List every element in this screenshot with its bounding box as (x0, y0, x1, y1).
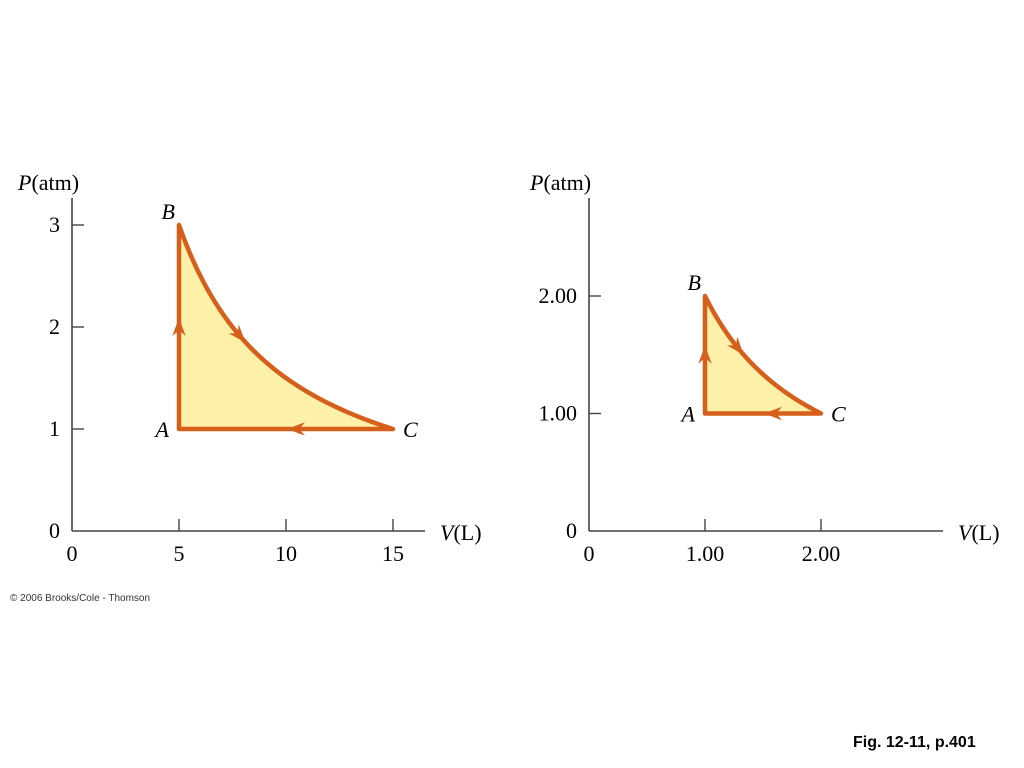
x-tick-label: 0 (67, 541, 78, 566)
x-axis-title: V(L) (440, 520, 482, 545)
x-tick-label: 2.00 (802, 541, 841, 566)
point-label-c: C (831, 402, 846, 427)
point-label-a: A (680, 402, 696, 427)
y-tick-label: 1.00 (539, 401, 578, 426)
figure-caption: Fig. 12-11, p.401 (853, 734, 976, 751)
x-tick-label: 15 (382, 541, 404, 566)
point-label-b: B (688, 270, 701, 295)
arrow-b-to-c (228, 324, 246, 343)
y-axis-unit: (atm) (543, 170, 591, 195)
x-axis-var: V (440, 520, 456, 545)
x-tick-label: 1.00 (686, 541, 725, 566)
arrow-c-to-a (764, 406, 782, 421)
x-axis-unit: (L) (971, 520, 999, 545)
y-axis-var: P (529, 170, 543, 195)
pv-diagram-right: 0 1.00 2.00 0 1.00 2.00 P(atm) V(L) A B C (529, 170, 1000, 566)
x-axis-unit: (L) (453, 520, 481, 545)
cycle-path (176, 222, 396, 432)
y-axis-unit: (atm) (31, 170, 79, 195)
x-tick-label: 0 (584, 541, 595, 566)
y-tick-label: 2.00 (539, 283, 578, 308)
x-axis-var: V (958, 520, 974, 545)
point-label-c: C (403, 417, 418, 442)
cycle-path (702, 293, 824, 416)
y-tick-label: 0 (49, 518, 60, 543)
arrow-b-to-c (726, 336, 744, 355)
arrow-c-to-a (287, 422, 305, 436)
copyright-notice: © 2006 Brooks/Cole - Thomson (10, 593, 151, 604)
y-tick-label: 0 (566, 518, 577, 543)
pv-diagram-left: 0 1 2 3 0 5 10 15 P(atm) V(L) A B C (17, 170, 482, 566)
y-tick-label: 1 (49, 416, 60, 441)
x-tick-label: 5 (174, 541, 185, 566)
y-axis-var: P (17, 170, 31, 195)
y-tick-label: 2 (49, 314, 60, 339)
point-label-b: B (162, 199, 175, 224)
arrow-a-to-b (698, 345, 712, 364)
y-axis-title: P(atm) (529, 170, 591, 195)
y-tick-label: 3 (49, 212, 60, 237)
y-axis-title: P(atm) (17, 170, 79, 195)
point-label-a: A (154, 417, 170, 442)
arrow-a-to-b (172, 318, 186, 336)
x-axis-title: V(L) (958, 520, 1000, 545)
x-tick-label: 10 (275, 541, 297, 566)
